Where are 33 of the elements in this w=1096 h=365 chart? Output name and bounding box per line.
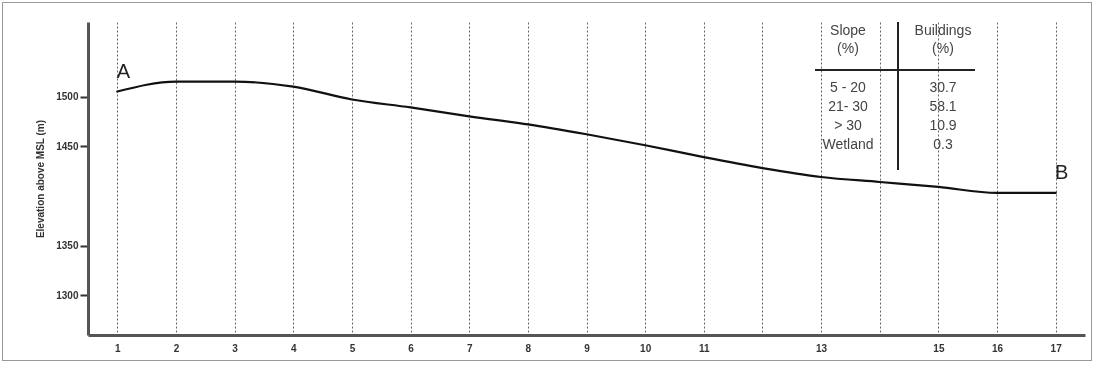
annotation: > 30	[834, 117, 863, 133]
x-tick-label: 5	[349, 342, 356, 354]
line-series	[116, 80, 1057, 195]
x-tick-label: 15	[933, 342, 945, 354]
x-tick-label: 17	[1050, 342, 1063, 354]
annotation: 10.9	[929, 117, 957, 133]
y-tick-label: 1450	[56, 140, 79, 152]
annotation: B	[1055, 160, 1069, 183]
x-tick-label: 1	[115, 342, 122, 354]
x-tick-label: 11	[699, 342, 711, 354]
annotation: 0.3	[933, 136, 953, 152]
x-tick-label: 4	[290, 342, 297, 354]
annotation: 58.1	[929, 98, 957, 114]
y-axis-title: Elevation above MSL (m)	[35, 119, 47, 239]
annotation: 21- 30	[828, 98, 869, 114]
annotation: A	[116, 59, 131, 82]
x-tick-label: 2	[173, 342, 180, 354]
y-tick-label: 1350	[56, 240, 79, 252]
x-tick-label: 13	[816, 342, 828, 354]
x-tick-label: 7	[466, 342, 473, 354]
annotation: Wetland	[822, 136, 874, 152]
x-tick-label: 6	[408, 342, 415, 354]
x-tick-label: 10	[640, 342, 652, 354]
x-tick-label: 16	[991, 342, 1004, 354]
x-tick-label: 9	[584, 342, 591, 354]
x-tick-label: 8	[525, 342, 532, 354]
annotation: Buildings (%)	[914, 22, 972, 56]
annotation: Slope (%)	[830, 22, 867, 56]
y-tick-label: 1500	[56, 91, 79, 103]
annotation: 30.7	[929, 79, 957, 95]
y-tick-label: 1300	[56, 289, 79, 301]
x-tick-label: 3	[232, 342, 239, 354]
annotation: 5 - 20	[830, 79, 867, 95]
